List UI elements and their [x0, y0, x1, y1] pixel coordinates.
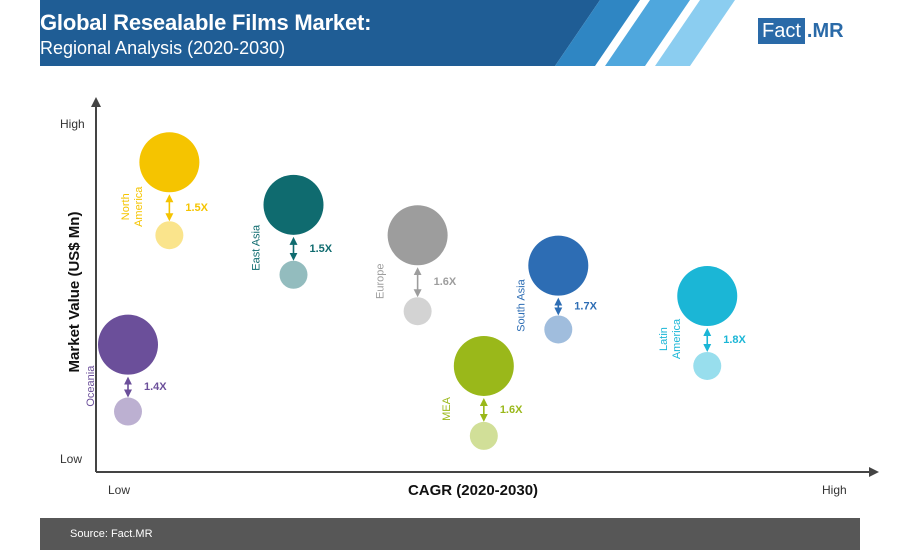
- bubble-2020-east-asia: [279, 260, 308, 289]
- footer-bar: Source: Fact.MR: [40, 518, 860, 550]
- region-label-line: Europe: [375, 263, 387, 298]
- bubble-2020-north-america: [155, 221, 184, 250]
- region-label-oceania: Oceania: [85, 365, 97, 407]
- header-background: [0, 0, 900, 66]
- bubble-2030-east-asia: [263, 174, 324, 235]
- region-group-mea: 1.6X MEA: [441, 335, 523, 450]
- multiplier-label-oceania: 1.4X: [144, 381, 167, 393]
- region-group-latin-america: 1.8X LatinAmerica: [658, 266, 747, 380]
- x-tick-high: High: [822, 483, 847, 497]
- region-label-south-asia: South Asia: [515, 278, 527, 331]
- bubble-2020-south-asia: [544, 315, 573, 344]
- header-stripe-3: [655, 0, 735, 66]
- y-tick-high: High: [60, 117, 85, 131]
- region-label-latin-america: LatinAmerica: [658, 318, 683, 359]
- factmr-logo: Fact .MR: [758, 18, 846, 44]
- bubble-2020-oceania: [114, 397, 142, 426]
- source-note: Source: Fact.MR: [70, 528, 153, 540]
- multiplier-label-europe: 1.6X: [434, 276, 457, 288]
- header-stripe-1: [555, 0, 640, 66]
- y-axis-title: Market Value (US$ Mn): [66, 212, 83, 373]
- header-stripe-2: [605, 0, 690, 66]
- region-group-europe: 1.6X Europe: [375, 205, 457, 326]
- multiplier-label-north-america: 1.5X: [185, 202, 208, 214]
- region-label-north-america: NorthAmerica: [120, 186, 145, 227]
- region-label-line: North: [120, 193, 132, 220]
- bubble-2030-mea: [453, 335, 514, 396]
- bubble-2030-north-america: [139, 132, 200, 193]
- bubble-2030-oceania: [98, 314, 158, 375]
- region-label-line: South Asia: [515, 278, 527, 331]
- region-label-line: East Asia: [251, 224, 263, 271]
- region-label-east-asia: East Asia: [251, 224, 263, 271]
- header-banner: Global Resealable Films Market: Regional…: [0, 0, 900, 66]
- multiplier-label-latin-america: 1.8X: [723, 334, 746, 346]
- bubble-chart: High Low Low High CAGR (2020-2030) Market Val…: [60, 97, 879, 499]
- region-group-oceania: 1.4X Oceania: [85, 314, 167, 426]
- region-group-south-asia: 1.7X South Asia: [515, 235, 598, 344]
- region-label-europe: Europe: [375, 263, 387, 298]
- region-label-line: America: [671, 318, 683, 359]
- x-tick-low: Low: [108, 483, 130, 497]
- bubble-2020-latin-america: [693, 351, 722, 380]
- x-axis-title: CAGR (2020-2030): [408, 482, 538, 499]
- region-label-line: Latin: [658, 327, 670, 351]
- multiplier-label-south-asia: 1.7X: [574, 301, 597, 313]
- logo-text-fact: Fact: [758, 18, 805, 44]
- chart-subtitle: Regional Analysis (2020-2030): [40, 38, 286, 58]
- chart-title: Global Resealable Films Market:: [40, 10, 372, 35]
- multiplier-label-mea: 1.6X: [500, 404, 523, 416]
- y-tick-low: Low: [60, 452, 82, 466]
- region-label-line: Oceania: [85, 365, 97, 407]
- region-label-mea: MEA: [441, 396, 453, 421]
- multiplier-label-east-asia: 1.5X: [310, 243, 333, 255]
- header-band: [40, 0, 600, 66]
- bubble-2030-europe: [387, 205, 448, 266]
- bubble-2030-latin-america: [677, 266, 738, 327]
- bubble-2020-mea: [469, 421, 498, 450]
- region-group-east-asia: 1.5X East Asia: [251, 174, 333, 289]
- logo-text-mr: .MR: [806, 20, 844, 42]
- region-label-line: America: [133, 186, 145, 227]
- bubble-2020-europe: [403, 297, 432, 326]
- bubble-2030-south-asia: [528, 235, 589, 296]
- region-group-north-america: 1.5X NorthAmerica: [120, 132, 209, 250]
- chart-axes: High Low Low High CAGR (2020-2030) Market Val…: [60, 97, 879, 499]
- region-label-line: MEA: [441, 396, 453, 421]
